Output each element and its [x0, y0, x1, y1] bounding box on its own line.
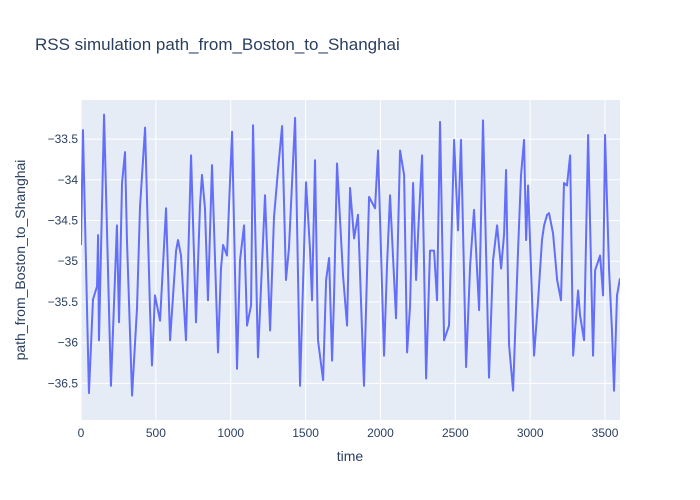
y-axis-title: path_from_Boston_to_Shanghai [12, 160, 28, 361]
chart-title: RSS simulation path_from_Boston_to_Shang… [35, 35, 400, 54]
x-tick-label: 3000 [517, 426, 544, 440]
x-tick-label: 2000 [367, 426, 394, 440]
x-tick-label: 2500 [442, 426, 469, 440]
y-tick-label: −36.5 [48, 376, 79, 390]
lines [81, 113, 620, 397]
plot-area [81, 100, 620, 420]
x-tick-label: 3500 [592, 426, 619, 440]
x-tick-label: 1500 [292, 426, 319, 440]
x-axis-title: time [337, 448, 364, 464]
x-tick-label: 500 [146, 426, 166, 440]
y-tick-label: −36 [58, 336, 79, 350]
x-tick-label: 1000 [217, 426, 244, 440]
y-tick-label: −35.5 [48, 295, 79, 309]
y-tick-label: −33.5 [48, 132, 79, 146]
y-tick-label: −34.5 [48, 214, 79, 228]
y-tick-label: −34 [58, 173, 79, 187]
y-tick-label: −35 [58, 254, 79, 268]
data-line [81, 113, 620, 397]
x-tick-label: 0 [78, 426, 85, 440]
